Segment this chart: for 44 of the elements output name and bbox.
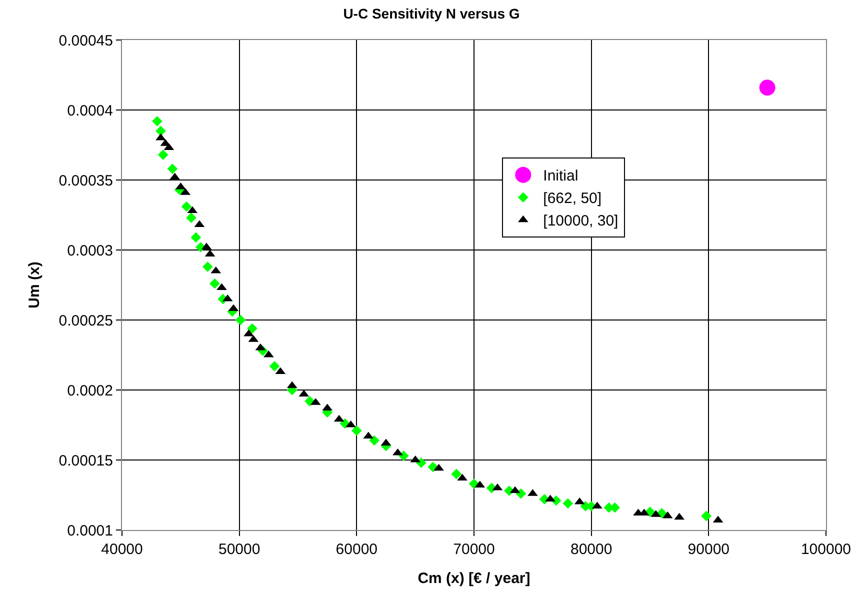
x-tick-label: 100000 xyxy=(800,541,852,558)
y-tick-label: 0.0002 xyxy=(67,382,113,400)
y-tick-label: 0.00045 xyxy=(58,32,113,50)
point xyxy=(428,462,438,472)
point xyxy=(701,510,712,522)
point xyxy=(186,212,196,223)
x-tick-label: 90000 xyxy=(688,541,730,558)
point xyxy=(158,150,168,160)
point xyxy=(434,464,444,471)
point xyxy=(416,458,426,468)
point xyxy=(398,450,409,461)
legend-label: [662, 50] xyxy=(543,190,602,208)
x-tick-label: 70000 xyxy=(453,541,495,558)
y-tick-label: 0.00015 xyxy=(58,452,113,470)
x-axis-title: Cm (x) [€ / year] xyxy=(418,570,530,587)
point xyxy=(209,278,220,289)
point xyxy=(369,435,380,446)
x-tick-label: 40000 xyxy=(101,541,143,558)
y-tick-label: 0.00035 xyxy=(58,172,113,190)
x-tick-label: 80000 xyxy=(570,541,612,558)
y-tick-label: 0.0003 xyxy=(67,242,113,260)
point xyxy=(181,201,192,212)
x-tick-label: 50000 xyxy=(218,541,260,558)
legend-label: Initial xyxy=(543,168,578,185)
point xyxy=(269,361,280,372)
point xyxy=(235,314,246,326)
y-axis-title: Um (x) xyxy=(26,262,44,308)
point xyxy=(451,468,462,480)
y-tick-label: 0.0004 xyxy=(67,102,113,120)
x-tick-label: 60000 xyxy=(336,541,378,558)
chart-title: U-C Sensitivity N versus G xyxy=(343,6,520,22)
point xyxy=(562,498,574,509)
y-tick-label: 0.0001 xyxy=(67,522,113,540)
y-tick-label: 0.00025 xyxy=(58,312,113,330)
point xyxy=(202,262,213,272)
point xyxy=(516,488,526,499)
point xyxy=(759,80,776,96)
point xyxy=(247,323,258,334)
point xyxy=(152,116,162,126)
legend-label: [10000, 30] xyxy=(543,212,618,230)
point xyxy=(167,164,178,174)
point xyxy=(351,425,362,436)
point xyxy=(190,232,202,243)
point xyxy=(216,283,227,290)
